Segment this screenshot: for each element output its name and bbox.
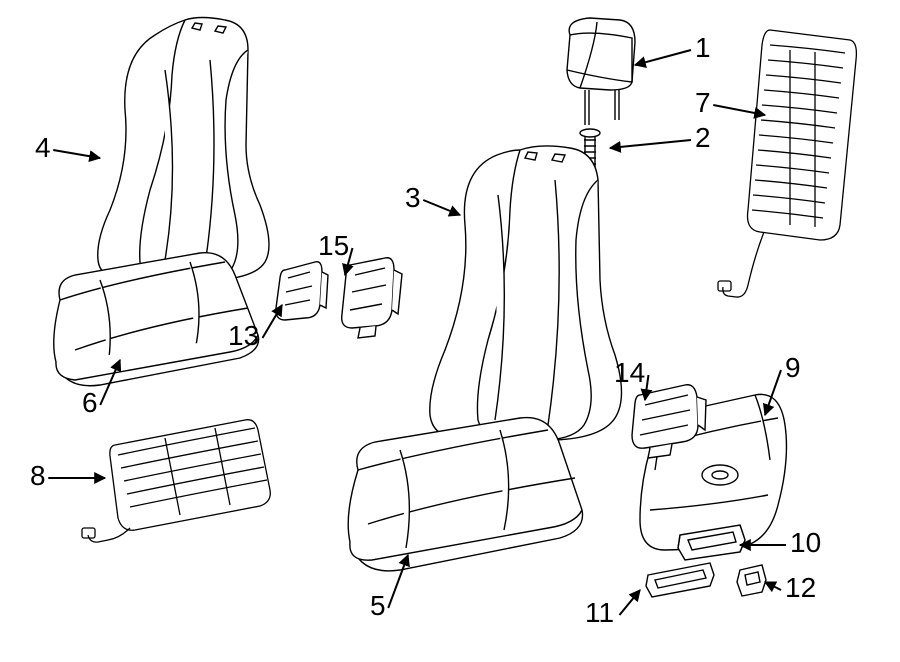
callout-label-seat-back-pad: 4: [35, 132, 51, 164]
seat-back-pad: [98, 18, 269, 281]
callout-label-seat-cushion-pad: 6: [82, 387, 98, 419]
seat-cushion-cover: [348, 418, 582, 571]
callout-label-outer-hinge-cover: 15: [318, 230, 349, 262]
callout-label-outer-seat-trim: 9: [785, 352, 801, 384]
seat-cushion-heater: [82, 420, 270, 542]
callout-label-inner-hinge-cover: 13: [228, 320, 259, 352]
inner-hinge-cover: [276, 262, 328, 320]
callout-label-lumbar-switch: 11: [585, 597, 614, 629]
callout-label-headrest-guide-bolt: 2: [695, 122, 711, 154]
callout-label-recline-switch-knob: 12: [785, 572, 816, 604]
callout-arrow-headrest-guide-bolt: [610, 140, 691, 148]
seat-back-heater: [718, 30, 856, 297]
callout-arrow-seat-back-cover: [423, 200, 460, 215]
outer-hinge-cover: [342, 258, 402, 338]
callout-label-seat-cushion-heater: 8: [30, 460, 46, 492]
lumbar-switch: [646, 563, 714, 597]
callout-label-seat-back-cover: 3: [405, 182, 421, 214]
callout-label-headrest: 1: [695, 32, 711, 64]
callout-label-seat-cushion-cover: 5: [370, 590, 386, 622]
callout-label-recliner-cover: 14: [614, 357, 645, 389]
callout-arrow-seat-back-pad: [53, 150, 100, 158]
recline-switch-knob: [737, 565, 766, 596]
callout-label-seat-back-heater: 7: [695, 87, 711, 119]
callout-arrow-inner-hinge-cover: [262, 305, 282, 338]
headrest: [567, 18, 635, 125]
seat-back-cover: [430, 146, 622, 440]
callout-arrow-recline-switch-knob: [765, 582, 781, 590]
callout-arrow-lumbar-switch: [619, 590, 640, 615]
callout-label-seat-adjust-switch: 10: [790, 527, 821, 559]
callout-arrow-headrest: [635, 50, 691, 65]
